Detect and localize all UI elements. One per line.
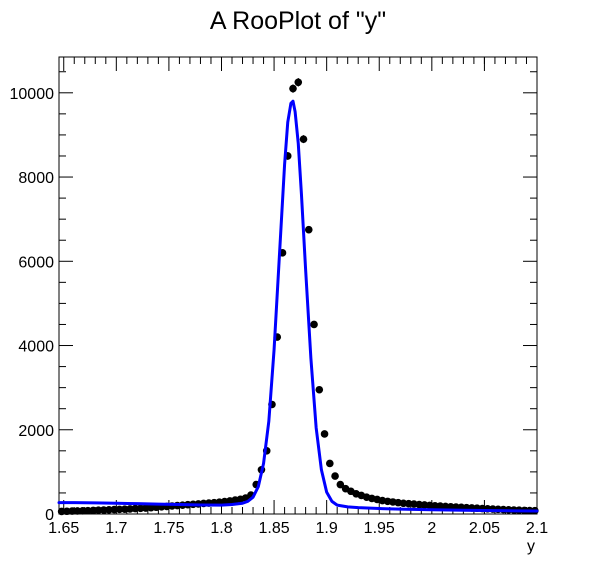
x-tick-label: 2.1: [526, 520, 548, 537]
data-point: [331, 472, 339, 480]
x-tick-label: 1.95: [364, 520, 395, 537]
x-tick-label: 1.8: [210, 520, 232, 537]
x-tick-label: 2.05: [469, 520, 500, 537]
data-point: [315, 385, 324, 394]
x-tick-label: 1.85: [259, 520, 290, 537]
data-point: [68, 507, 76, 515]
data-point: [310, 320, 318, 329]
y-tick-label: 2000: [18, 423, 54, 440]
x-tick-label: 1.65: [48, 520, 79, 537]
axis-ticks: [59, 57, 538, 515]
x-axis-label: y: [527, 538, 535, 555]
y-tick-label: 0: [45, 507, 54, 524]
data-point: [326, 459, 334, 468]
tick-labels: 1.65 1.7 1.75 1.8 1.85 1.9 1.95 2 2.05 2.1 0 2000 40…: [10, 86, 549, 537]
y-tick-label: 6000: [18, 254, 54, 271]
data-point: [294, 78, 303, 87]
fit-curve-line: [57, 99, 539, 513]
data-point: [304, 225, 313, 234]
data-point: [336, 480, 345, 489]
x-tick-label: 1.7: [105, 520, 127, 537]
x-tick-label: 1.9: [316, 520, 338, 537]
y-tick-label: 8000: [18, 170, 54, 187]
fit-curve: [57, 99, 539, 513]
y-tick-label: 10000: [10, 86, 55, 103]
data-point: [299, 135, 308, 143]
y-tick-label: 4000: [18, 339, 54, 356]
x-tick-label: 1.75: [153, 520, 184, 537]
plot-frame: [58, 56, 538, 515]
x-tick-label: 2: [427, 520, 436, 537]
data-point: [289, 84, 297, 93]
data-point: [320, 430, 329, 438]
chart-title: A RooPlot of "y": [210, 7, 386, 35]
